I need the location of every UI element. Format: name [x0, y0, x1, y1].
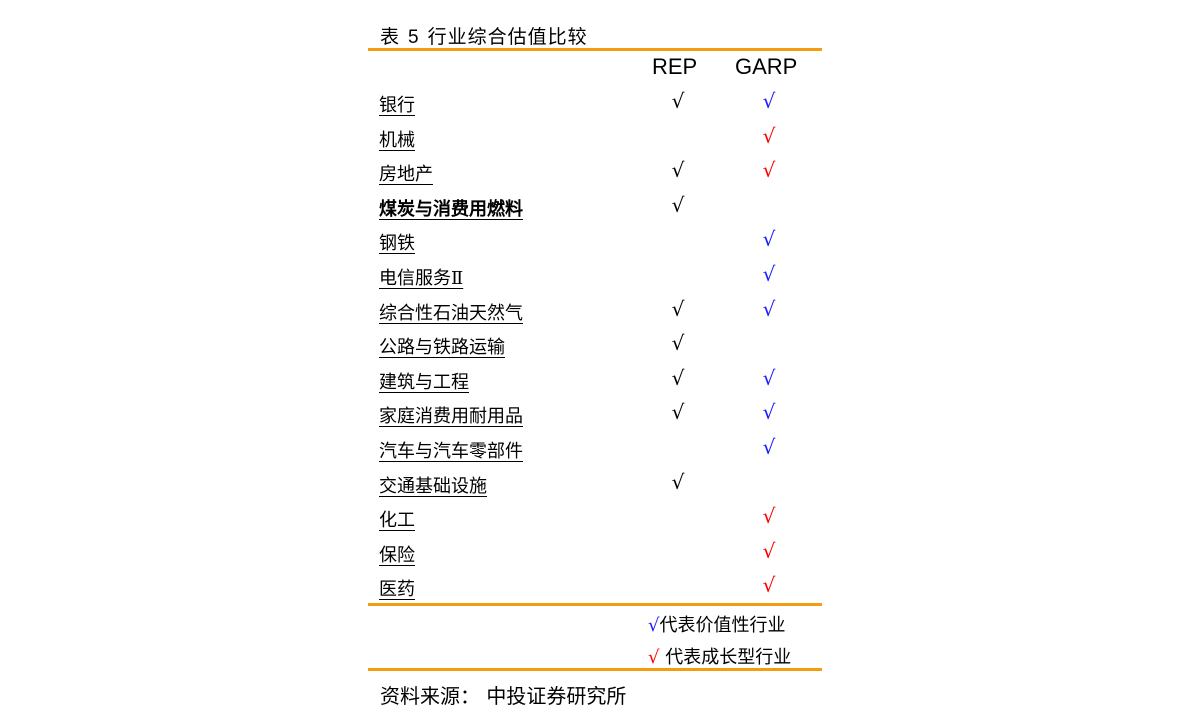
garp-growth-check-icon: √ [762, 123, 776, 148]
industry-label: 公路与铁路运输 [379, 337, 505, 359]
industry-table: 银行 √ √ 机械 √ 房地产 √ √ 煤炭与消费用燃料 √ 钢铁 √ 电信服务Ⅱ √ 综合性石油天然气 √ √… [368, 84, 822, 603]
legend-value-check-icon: √ [648, 615, 660, 636]
table-row: 房地产 √ √ [368, 153, 822, 188]
industry-label: 医药 [379, 579, 415, 601]
garp-value-check-icon: √ [762, 434, 776, 459]
table-title-text: 行业综合估值比较 [427, 26, 588, 48]
table-title: 表 5 行业综合估值比较 [380, 22, 588, 49]
legend-growth: √ 代表成长型行业 [648, 643, 791, 669]
table-row: 家庭消费用耐用品 √ √ [368, 395, 822, 430]
garp-growth-check-icon: √ [762, 573, 776, 598]
table-row: 化工 √ [368, 499, 822, 534]
table-row: 医药 √ [368, 568, 822, 603]
rep-check-icon: √ [671, 158, 685, 183]
industry-label: 化工 [379, 510, 415, 532]
industry-label: 保险 [379, 544, 415, 566]
industry-label: 煤炭与消费用燃料 [379, 198, 523, 220]
rep-check-icon: √ [671, 331, 685, 356]
rep-check-icon: √ [671, 192, 685, 217]
legend-value: √代表价值性行业 [648, 611, 785, 637]
table-row: 公路与铁路运输 √ [368, 326, 822, 361]
garp-growth-check-icon: √ [762, 504, 776, 529]
table-title-prefix: 表 [380, 26, 401, 48]
table-row: 汽车与汽车零部件 √ [368, 430, 822, 465]
middle-rule [368, 603, 822, 606]
industry-label: 电信服务Ⅱ [379, 267, 464, 289]
bottom-rule [368, 668, 822, 671]
garp-value-check-icon: √ [762, 296, 776, 321]
column-header-rep: REP [652, 54, 698, 79]
industry-label: 家庭消费用耐用品 [379, 406, 523, 428]
industry-label: 银行 [379, 95, 415, 116]
source-note: 资料来源： 中投证券研究所 [380, 684, 627, 708]
legend-growth-text: 代表成长型行业 [659, 647, 792, 668]
table-title-number: 5 [408, 27, 420, 48]
legend-growth-check-icon: √ [648, 647, 660, 668]
industry-label: 综合性石油天然气 [379, 302, 523, 324]
industry-label: 钢铁 [379, 233, 415, 255]
industry-label: 汽车与汽车零部件 [379, 440, 523, 462]
top-rule [368, 48, 822, 51]
rep-check-icon: √ [671, 469, 685, 494]
industry-label: 建筑与工程 [379, 371, 469, 393]
table-row: 煤炭与消费用燃料 √ [368, 188, 822, 223]
rep-check-icon: √ [671, 296, 685, 321]
garp-value-check-icon: √ [762, 365, 776, 390]
table-row: 银行 √ √ [368, 84, 822, 119]
table-row: 钢铁 √ [368, 222, 822, 257]
industry-label: 机械 [379, 129, 415, 151]
rep-check-icon: √ [671, 89, 685, 113]
garp-growth-check-icon: √ [762, 158, 776, 183]
garp-value-check-icon: √ [762, 261, 776, 286]
column-header-garp: GARP [735, 54, 798, 79]
industry-label: 房地产 [379, 164, 433, 186]
garp-growth-check-icon: √ [762, 538, 776, 563]
garp-value-check-icon: √ [762, 89, 776, 113]
table-row: 综合性石油天然气 √ √ [368, 292, 822, 327]
table-row: 保险 √ [368, 534, 822, 569]
table-row: 交通基础设施 √ [368, 465, 822, 500]
table-row: 电信服务Ⅱ √ [368, 257, 822, 292]
garp-value-check-icon: √ [762, 227, 776, 252]
garp-value-check-icon: √ [762, 400, 776, 425]
table-row: 机械 √ [368, 119, 822, 154]
rep-check-icon: √ [671, 400, 685, 425]
industry-label: 交通基础设施 [379, 475, 487, 497]
rep-check-icon: √ [671, 365, 685, 390]
legend-value-text: 代表价值性行业 [659, 615, 786, 636]
table-row: 建筑与工程 √ √ [368, 361, 822, 396]
